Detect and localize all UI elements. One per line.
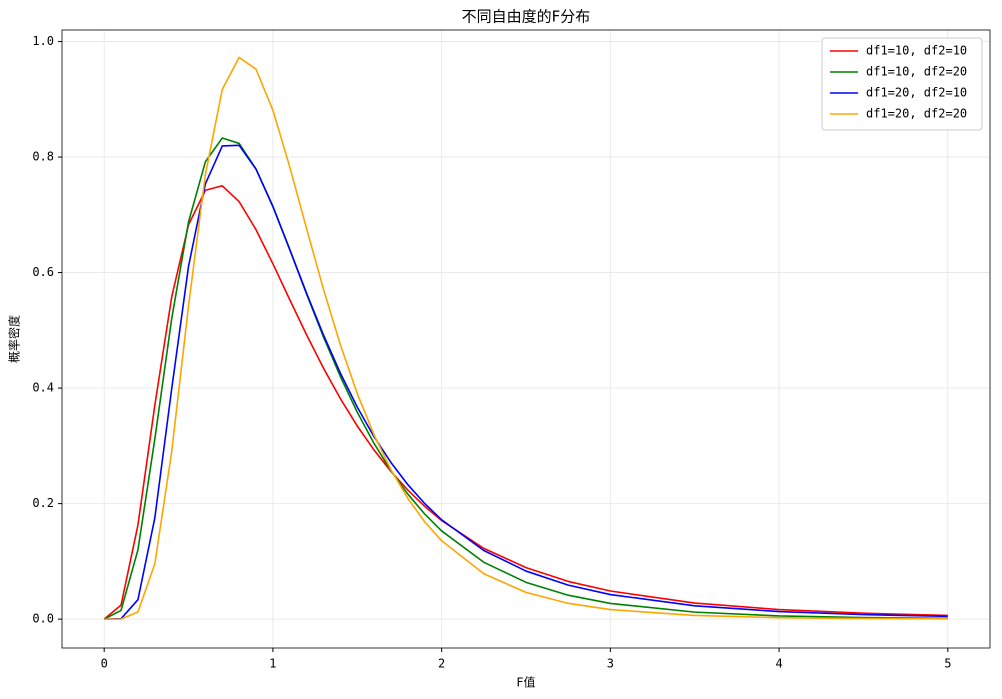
y-tick-label: 0.2 <box>32 496 54 510</box>
y-tick-label: 1.0 <box>32 34 54 48</box>
x-axis-label: F值 <box>517 675 536 690</box>
legend-label: df1=10, df2=20 <box>866 65 967 79</box>
x-tick-label: 1 <box>269 657 276 671</box>
x-tick-label: 0 <box>101 657 108 671</box>
x-tick-label: 4 <box>775 657 782 671</box>
y-axis-label: 概率密度 <box>7 315 22 363</box>
y-tick-label: 0.8 <box>32 150 54 164</box>
legend-label: df1=20, df2=20 <box>866 107 967 121</box>
plot-frame <box>61 29 991 649</box>
series-line <box>104 56 948 620</box>
legend: df1=10, df2=10 df1=10, df2=20 df1=20, df2=… <box>821 37 983 131</box>
x-tick-label: 5 <box>944 657 951 671</box>
y-tick-label: 0.4 <box>32 381 54 395</box>
series-line <box>103 184 948 620</box>
chart-title: 不同自由度的F分布 <box>462 8 591 26</box>
y-tick-label: 0.0 <box>32 612 54 626</box>
x-tick-label: 3 <box>607 657 614 671</box>
series-line <box>104 144 948 620</box>
legend-label: df1=10, df2=10 <box>866 44 967 58</box>
series-line <box>103 137 948 620</box>
legend-box <box>821 37 983 131</box>
legend-label: df1=20, df2=10 <box>866 86 967 100</box>
y-tick-label: 0.6 <box>32 265 54 279</box>
x-tick-label: 2 <box>438 657 445 671</box>
